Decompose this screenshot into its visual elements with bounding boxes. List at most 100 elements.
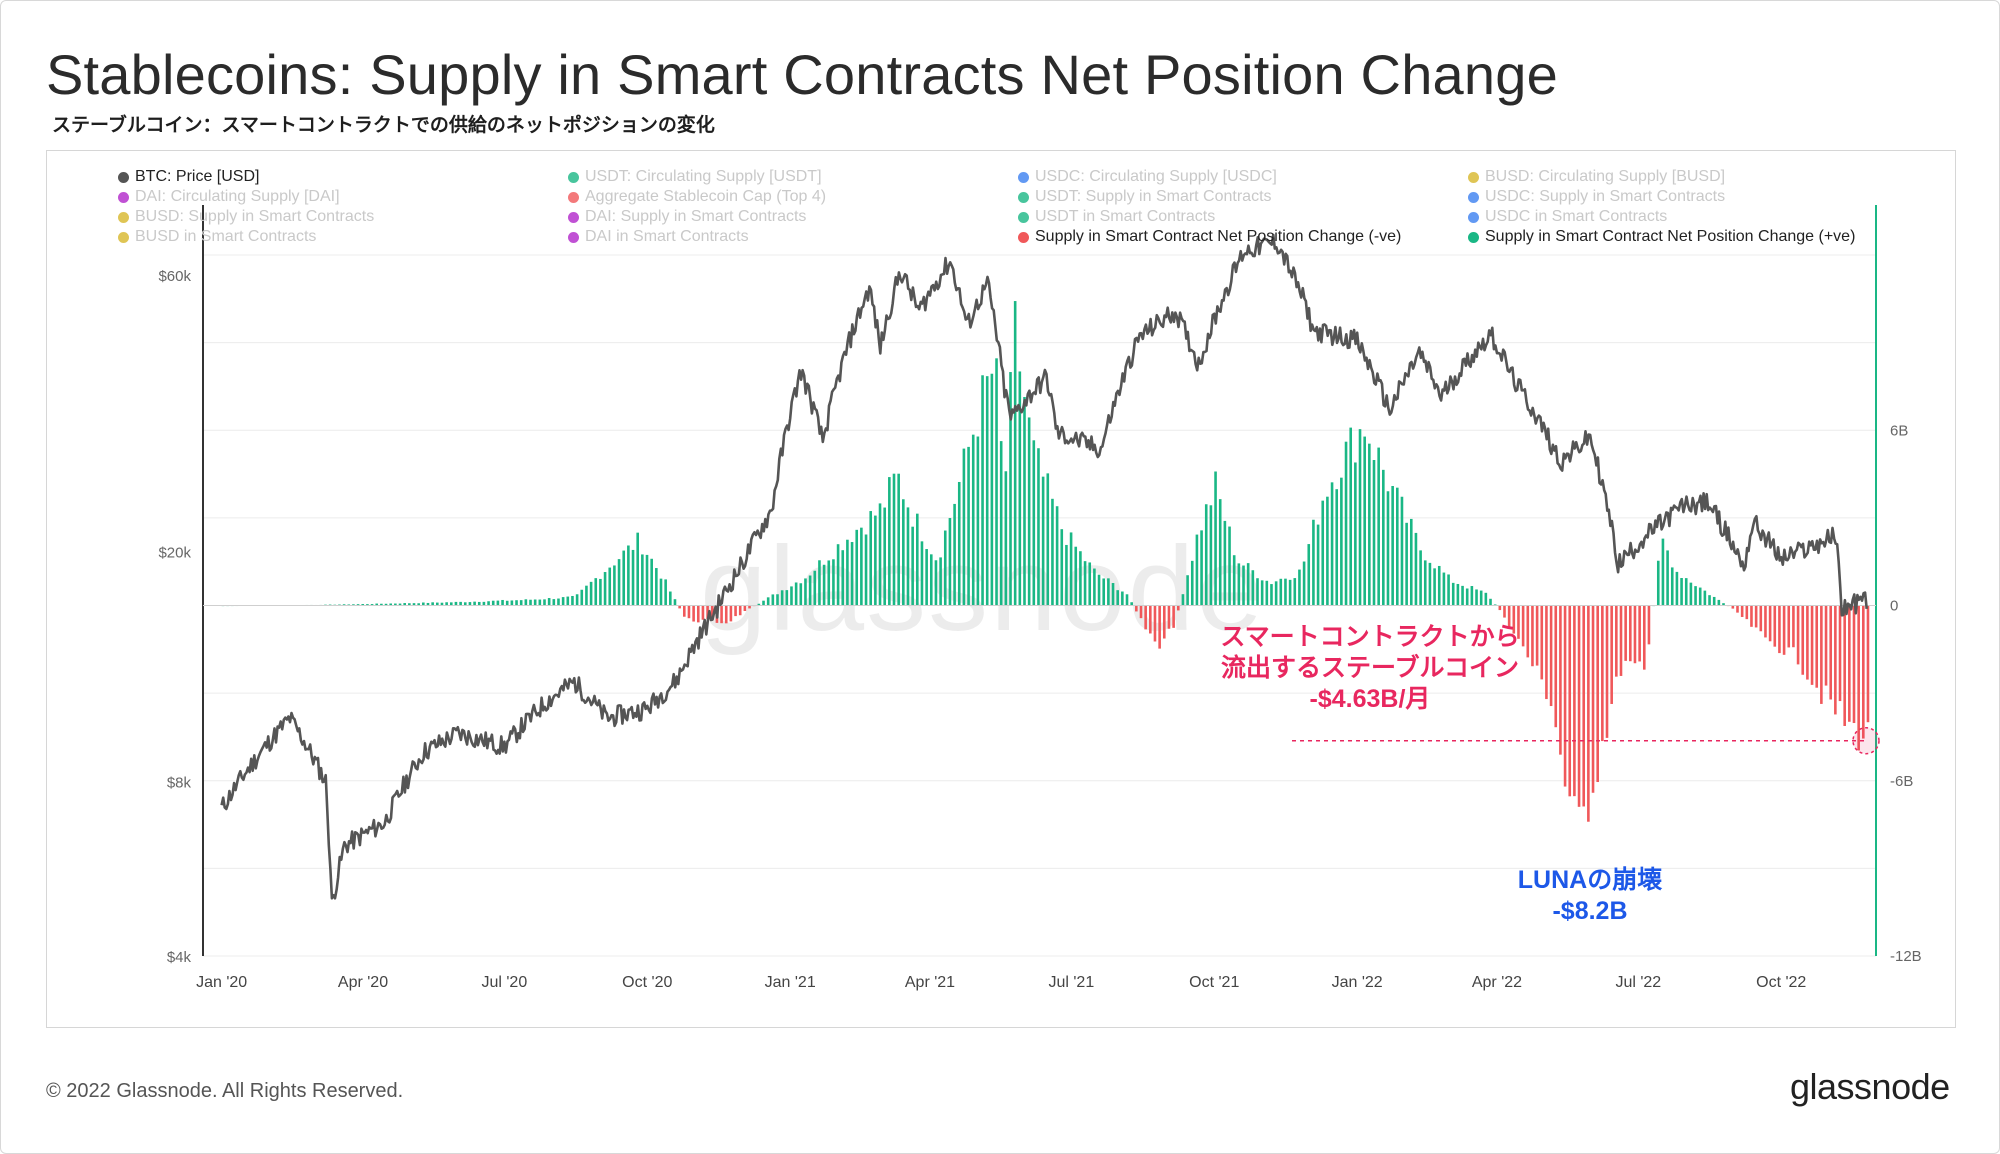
positive-bar (1340, 477, 1343, 606)
legend-item[interactable]: BUSD in Smart Contracts (118, 228, 568, 246)
positive-bar (990, 373, 994, 606)
positive-bar (375, 603, 379, 606)
legend-item[interactable]: USDC in Smart Contracts (1468, 208, 1898, 226)
negative-bar (1773, 605, 1777, 647)
x-tick-label: Jan '20 (196, 974, 247, 991)
positive-bar (1204, 504, 1208, 606)
positive-bar (1256, 578, 1259, 606)
positive-bar (780, 590, 784, 606)
positive-bar (613, 565, 616, 606)
positive-bar (981, 375, 984, 606)
positive-bar (1489, 598, 1492, 606)
legend-item[interactable]: Aggregate Stablecoin Cap (Top 4) (568, 188, 1018, 206)
legend-item[interactable]: USDC: Supply in Smart Contracts (1468, 188, 1898, 206)
negative-bar (1806, 605, 1809, 680)
legend-dot-icon (1468, 171, 1479, 183)
positive-bar (1694, 586, 1697, 606)
negative-bar (1535, 605, 1539, 666)
positive-bar (1405, 522, 1408, 606)
negative-bar (1545, 605, 1548, 700)
positive-bar (1409, 518, 1413, 606)
positive-bar (1274, 581, 1278, 606)
positive-bar (1493, 604, 1497, 606)
positive-bar (1312, 519, 1315, 606)
positive-bar (1023, 397, 1026, 606)
outflow-annotation-line3: -$4.63B/月 (1309, 685, 1431, 713)
legend-label: USDT: Circulating Supply [USDT] (585, 168, 822, 185)
legend-item[interactable]: DAI in Smart Contracts (568, 228, 1018, 246)
positive-bar (1386, 491, 1390, 606)
positive-bar (352, 604, 355, 606)
negative-bar (1559, 605, 1562, 755)
x-tick-label: Jan '22 (1332, 974, 1383, 991)
legend-dot-icon (568, 231, 579, 243)
legend-item[interactable]: DAI: Supply in Smart Contracts (568, 208, 1018, 226)
positive-bar (1284, 578, 1287, 606)
legend-item[interactable]: DAI: Circulating Supply [DAI] (118, 188, 568, 206)
positive-bar (631, 549, 635, 606)
positive-bar (356, 604, 360, 606)
positive-bar (389, 603, 393, 606)
positive-bar (1214, 471, 1217, 606)
positive-bar (408, 603, 411, 606)
positive-bar (1200, 530, 1203, 606)
positive-bar (1130, 602, 1133, 606)
legend-item[interactable]: USDT: Circulating Supply [USDT] (568, 168, 1018, 186)
negative-bar (1801, 605, 1805, 675)
outflow-annotation-line2: 流出するステーブルコイン (1220, 654, 1519, 682)
legend-item[interactable]: BTC: Price [USD] (118, 168, 568, 186)
legend-item[interactable]: USDC: Circulating Supply [USDC] (1018, 168, 1468, 186)
positive-bar (1396, 487, 1399, 606)
negative-bar (1815, 605, 1819, 688)
negative-bar (1503, 605, 1506, 618)
negative-bar (1517, 605, 1520, 639)
negative-bar (724, 605, 728, 624)
positive-bar (1083, 561, 1087, 606)
legend-item[interactable]: Supply in Smart Contract Net Position Ch… (1468, 228, 1898, 246)
negative-bar (1736, 605, 1739, 613)
positive-bar (519, 600, 523, 606)
negative-bar (734, 605, 737, 617)
positive-bar (659, 578, 663, 606)
positive-bar (1698, 587, 1702, 606)
negative-bar (1647, 605, 1651, 645)
positive-bar (655, 568, 658, 606)
legend-item[interactable]: BUSD: Supply in Smart Contracts (118, 208, 568, 226)
positive-bar (864, 534, 868, 606)
brand-logo[interactable]: glassnode (1790, 1066, 1950, 1107)
positive-bar (836, 544, 840, 606)
positive-bar (1298, 569, 1301, 606)
legend-item[interactable]: USDT: Supply in Smart Contracts (1018, 188, 1468, 206)
positive-bar (468, 602, 472, 606)
positive-bar (1074, 546, 1078, 606)
negative-bar (1531, 605, 1534, 667)
positive-bar (505, 600, 509, 606)
positive-bar (804, 578, 807, 606)
negative-bar (1568, 605, 1572, 797)
negative-bar (1563, 605, 1567, 787)
negative-bar (748, 605, 751, 609)
positive-bar (1037, 448, 1040, 606)
positive-bar (995, 358, 998, 606)
negative-bar (682, 605, 686, 617)
positive-bar (1400, 496, 1404, 606)
legend-item[interactable]: USDT in Smart Contracts (1018, 208, 1468, 226)
negative-bar (1149, 605, 1152, 634)
positive-bar (1121, 591, 1124, 606)
positive-bar (757, 603, 761, 606)
positive-bar (1372, 460, 1376, 606)
positive-bar (673, 599, 677, 606)
positive-bar (547, 598, 551, 606)
negative-bar (1526, 605, 1530, 658)
positive-bar (1321, 500, 1325, 606)
positive-bar (370, 604, 374, 606)
x-tick-label: Jul '22 (1615, 974, 1661, 991)
positive-bar (342, 604, 346, 606)
negative-bar (743, 605, 747, 611)
legend-item[interactable]: Supply in Smart Contract Net Position Ch… (1018, 228, 1468, 246)
negative-bar (1587, 605, 1590, 822)
positive-bar (1684, 578, 1688, 606)
legend-label: DAI: Circulating Supply [DAI] (135, 188, 340, 205)
positive-bar (785, 590, 789, 606)
legend-item[interactable]: BUSD: Circulating Supply [BUSD] (1468, 168, 1898, 186)
